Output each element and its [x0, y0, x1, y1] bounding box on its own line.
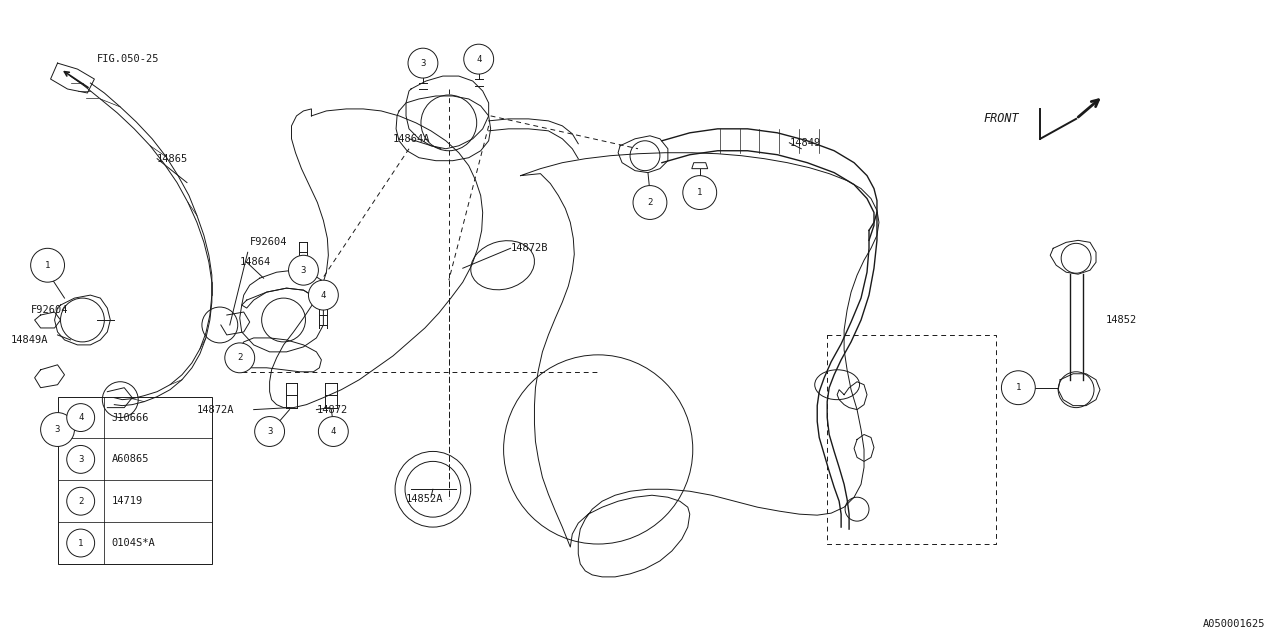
Circle shape: [463, 44, 494, 74]
Text: 1: 1: [45, 260, 50, 269]
Text: FIG.050-25: FIG.050-25: [97, 54, 160, 64]
Text: 4: 4: [330, 427, 337, 436]
Text: 14872: 14872: [316, 404, 348, 415]
Circle shape: [634, 186, 667, 220]
Circle shape: [225, 343, 255, 372]
Text: 1: 1: [698, 188, 703, 197]
Text: FRONT: FRONT: [983, 113, 1019, 125]
Circle shape: [255, 417, 284, 447]
Circle shape: [67, 445, 95, 474]
Text: 14852: 14852: [1106, 315, 1137, 325]
Text: F92604: F92604: [31, 305, 68, 315]
Text: F92604: F92604: [250, 237, 287, 247]
Circle shape: [682, 175, 717, 209]
Text: A60865: A60865: [111, 454, 150, 465]
Text: 0104S*A: 0104S*A: [111, 538, 156, 548]
Text: 4: 4: [321, 291, 326, 300]
Text: 3: 3: [55, 425, 60, 434]
Text: 4: 4: [476, 54, 481, 63]
Text: 3: 3: [301, 266, 306, 275]
Text: 14872B: 14872B: [511, 243, 548, 253]
Text: 1: 1: [1015, 383, 1021, 392]
Circle shape: [408, 48, 438, 78]
Circle shape: [67, 529, 95, 557]
Circle shape: [308, 280, 338, 310]
Text: 14872A: 14872A: [197, 404, 234, 415]
Text: A050001625: A050001625: [1203, 619, 1265, 628]
Circle shape: [288, 255, 319, 285]
Text: 3: 3: [268, 427, 273, 436]
Text: 3: 3: [420, 59, 426, 68]
Text: 1: 1: [78, 538, 83, 548]
Text: 14865: 14865: [157, 154, 188, 164]
Text: 2: 2: [237, 353, 242, 362]
Circle shape: [67, 404, 95, 431]
Text: 14852A: 14852A: [406, 494, 443, 504]
Text: 4: 4: [78, 413, 83, 422]
Text: 14849A: 14849A: [10, 335, 49, 345]
Text: 3: 3: [78, 455, 83, 464]
Text: 14864A: 14864A: [393, 134, 430, 144]
Text: 2: 2: [648, 198, 653, 207]
Text: J10666: J10666: [111, 413, 150, 422]
Circle shape: [41, 413, 74, 447]
Text: 14719: 14719: [111, 496, 143, 506]
Circle shape: [67, 487, 95, 515]
Text: 2: 2: [78, 497, 83, 506]
Text: 14864: 14864: [239, 257, 271, 268]
Bar: [58, 397, 212, 564]
Circle shape: [319, 417, 348, 447]
Circle shape: [31, 248, 64, 282]
Text: 14849: 14849: [790, 138, 820, 148]
Circle shape: [1001, 371, 1036, 404]
